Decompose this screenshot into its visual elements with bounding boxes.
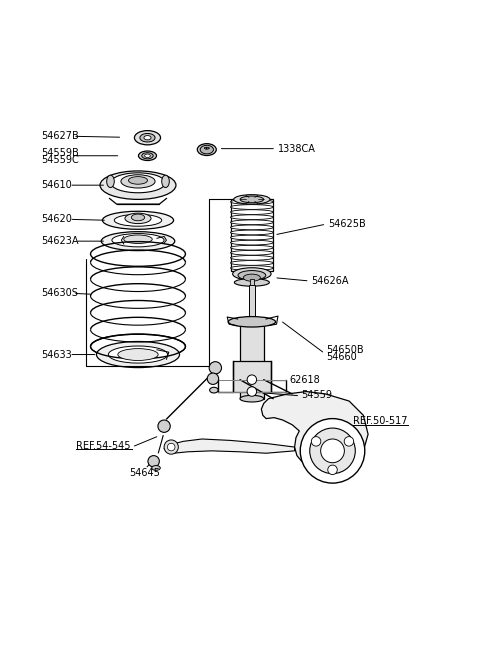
Ellipse shape	[240, 320, 264, 326]
Circle shape	[158, 420, 170, 432]
Ellipse shape	[230, 204, 273, 210]
Text: 54559B: 54559B	[41, 148, 79, 158]
Ellipse shape	[243, 274, 261, 281]
Text: REF.54-545: REF.54-545	[76, 441, 131, 451]
Ellipse shape	[152, 466, 160, 470]
Ellipse shape	[129, 177, 147, 184]
Ellipse shape	[230, 266, 273, 271]
Ellipse shape	[121, 175, 155, 188]
Ellipse shape	[197, 143, 216, 155]
Ellipse shape	[230, 220, 273, 225]
Text: 54633: 54633	[41, 350, 72, 360]
Text: 54660: 54660	[326, 352, 357, 362]
Polygon shape	[164, 439, 295, 453]
Ellipse shape	[144, 136, 151, 140]
Ellipse shape	[111, 173, 165, 193]
Text: 54623A: 54623A	[41, 236, 78, 246]
Ellipse shape	[114, 214, 162, 226]
Ellipse shape	[100, 171, 176, 199]
Circle shape	[344, 437, 354, 446]
Ellipse shape	[118, 348, 158, 360]
Bar	[230, 199, 273, 271]
Ellipse shape	[240, 196, 264, 202]
Text: 54650B: 54650B	[326, 345, 364, 355]
Ellipse shape	[233, 268, 271, 280]
Circle shape	[247, 375, 257, 384]
Circle shape	[328, 465, 337, 475]
Ellipse shape	[228, 316, 276, 327]
Ellipse shape	[96, 341, 180, 367]
Circle shape	[209, 362, 221, 374]
Ellipse shape	[132, 214, 144, 221]
Polygon shape	[261, 392, 368, 472]
Ellipse shape	[234, 278, 269, 286]
Text: 54625B: 54625B	[328, 219, 366, 229]
Text: 54620: 54620	[41, 214, 72, 224]
Ellipse shape	[240, 396, 264, 402]
Circle shape	[300, 419, 365, 483]
Bar	[249, 285, 255, 323]
Ellipse shape	[230, 246, 273, 250]
Text: 54559: 54559	[301, 390, 333, 400]
Text: 54559C: 54559C	[41, 155, 79, 165]
Ellipse shape	[230, 235, 273, 240]
Circle shape	[312, 437, 321, 446]
Text: 54626A: 54626A	[311, 276, 348, 286]
Text: 54645: 54645	[130, 468, 160, 477]
Ellipse shape	[230, 200, 273, 204]
Ellipse shape	[144, 154, 150, 157]
Ellipse shape	[124, 235, 152, 244]
Ellipse shape	[230, 261, 273, 265]
Ellipse shape	[230, 230, 273, 234]
Ellipse shape	[107, 175, 114, 187]
Circle shape	[247, 387, 257, 396]
Bar	[240, 323, 264, 399]
Text: 54627B: 54627B	[41, 131, 79, 141]
Ellipse shape	[125, 213, 151, 223]
Ellipse shape	[101, 232, 175, 251]
Ellipse shape	[238, 271, 266, 280]
Ellipse shape	[230, 250, 273, 255]
Ellipse shape	[142, 153, 153, 159]
Ellipse shape	[234, 195, 270, 204]
Circle shape	[321, 439, 344, 462]
Ellipse shape	[230, 215, 273, 219]
Text: 54610: 54610	[41, 180, 72, 190]
Text: 62618: 62618	[290, 375, 321, 384]
Text: REF.50-517: REF.50-517	[353, 417, 408, 426]
Ellipse shape	[140, 134, 155, 142]
Text: 1338CA: 1338CA	[278, 143, 316, 154]
Ellipse shape	[112, 234, 164, 247]
Text: 54630S: 54630S	[41, 288, 78, 298]
Ellipse shape	[210, 387, 218, 393]
Circle shape	[148, 456, 159, 467]
Circle shape	[207, 373, 219, 384]
Circle shape	[310, 428, 355, 474]
Ellipse shape	[102, 212, 174, 229]
Ellipse shape	[134, 130, 160, 145]
Ellipse shape	[230, 240, 273, 245]
Ellipse shape	[138, 151, 156, 160]
Circle shape	[168, 443, 175, 451]
Circle shape	[164, 440, 179, 454]
Ellipse shape	[230, 255, 273, 260]
Ellipse shape	[108, 346, 168, 363]
Ellipse shape	[230, 210, 273, 214]
Ellipse shape	[162, 175, 169, 187]
Bar	[233, 361, 271, 392]
Bar	[250, 279, 254, 285]
Ellipse shape	[230, 225, 273, 230]
Ellipse shape	[200, 145, 214, 154]
